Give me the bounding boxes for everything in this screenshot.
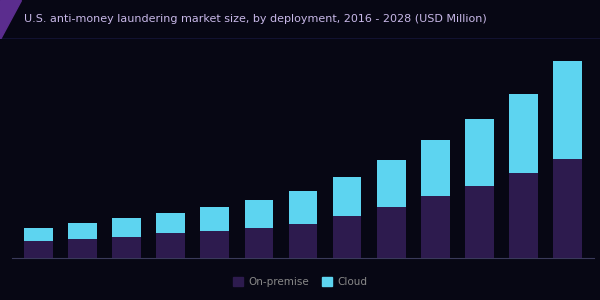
Bar: [421, 196, 449, 258]
Bar: [509, 94, 538, 173]
Bar: [465, 186, 494, 258]
Bar: [112, 218, 141, 237]
Bar: [333, 177, 361, 216]
Bar: [157, 233, 185, 258]
Bar: [24, 242, 53, 258]
Legend: On-premise, Cloud: On-premise, Cloud: [233, 277, 367, 287]
Bar: [200, 231, 229, 258]
Bar: [553, 61, 582, 159]
Polygon shape: [0, 0, 21, 39]
Bar: [245, 200, 273, 228]
Bar: [377, 206, 406, 258]
Bar: [289, 224, 317, 258]
Bar: [377, 160, 406, 206]
Bar: [245, 228, 273, 258]
Bar: [465, 118, 494, 186]
Bar: [289, 191, 317, 224]
Text: U.S. anti-money laundering market size, by deployment, 2016 - 2028 (USD Million): U.S. anti-money laundering market size, …: [24, 14, 487, 24]
Bar: [553, 159, 582, 258]
Bar: [333, 216, 361, 258]
Bar: [509, 173, 538, 258]
Bar: [157, 213, 185, 233]
Bar: [68, 239, 97, 258]
Bar: [421, 140, 449, 196]
Bar: [24, 228, 53, 242]
Bar: [200, 207, 229, 231]
Bar: [112, 237, 141, 258]
Bar: [68, 223, 97, 239]
